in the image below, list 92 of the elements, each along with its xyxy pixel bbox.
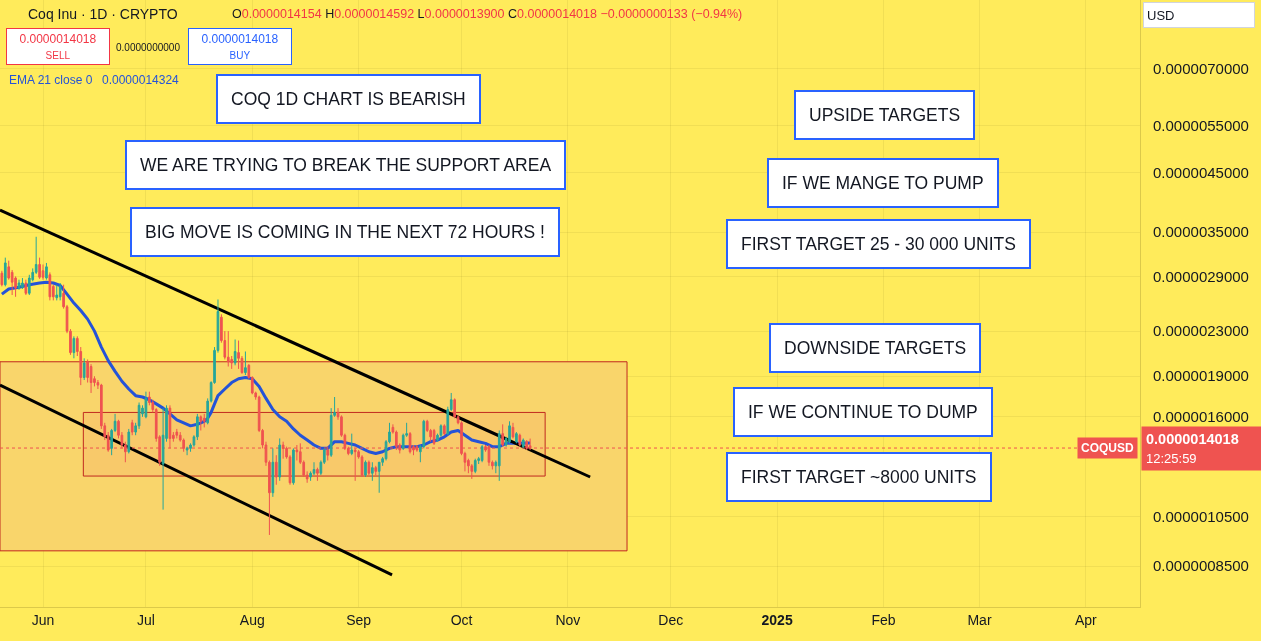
candlestick [501, 423, 505, 448]
annotation: 0.0000014018 SELL [19, 32, 97, 61]
x-tick-label: Oct [450, 611, 473, 628]
y-tick-label: 0.0000019000 [1153, 367, 1249, 385]
candlestick [278, 437, 282, 482]
candlestick [226, 330, 230, 368]
candlestick [370, 461, 374, 482]
candlestick [316, 467, 319, 482]
candlestick [367, 459, 371, 476]
y-tick-label: 0.0000023000 [1153, 322, 1249, 340]
x-tick-label: Sep [346, 611, 372, 628]
chart-title: Coq Inu · 1D · CRYPTO [28, 5, 178, 22]
candlestick [374, 465, 378, 476]
candlestick [415, 444, 419, 453]
candlestick [3, 257, 7, 287]
y-tick-label: 0.0000010500 [1153, 507, 1249, 525]
candlestick [58, 282, 62, 301]
annotation: 0.0000014324 [102, 73, 180, 87]
annotation: FIRST TARGET 25 - 30 000 UNITS [741, 234, 1016, 254]
candlestick [17, 279, 21, 291]
x-tick-label: Nov [555, 611, 581, 628]
annotation: WE ARE TRYING TO BREAK THE SUPPORT AREA [140, 155, 552, 175]
candlestick [377, 461, 381, 494]
candlestick [0, 270, 4, 287]
candlestick [470, 463, 474, 480]
candlestick [443, 423, 446, 436]
candlestick [72, 335, 76, 359]
x-tick-label: Feb [871, 611, 896, 628]
candlestick [144, 391, 148, 419]
candlestick [89, 363, 93, 394]
candlestick [24, 279, 28, 296]
candlestick [350, 433, 354, 456]
annotation: COQ 1D CHART IS BEARISH [231, 89, 466, 109]
candlestick [274, 454, 278, 486]
annotation: FIRST TARGET ~8000 UNITS [741, 467, 977, 487]
candlestick [45, 262, 48, 281]
candlestick [175, 428, 179, 439]
candlestick [432, 428, 436, 446]
text: 0.0000014018 12:25:59 [1146, 431, 1239, 466]
candlestick [161, 407, 165, 511]
annotation: IF WE MANGE TO PUMP [782, 173, 984, 193]
candlestick [281, 441, 285, 460]
candlestick [473, 458, 477, 474]
candlestick [292, 447, 295, 486]
candlestick [480, 444, 484, 463]
y-tick-label: 0.0000029000 [1153, 267, 1249, 285]
candlestick [130, 419, 134, 436]
candlestick [487, 444, 491, 467]
y-tick-label: 0.0000008500 [1153, 557, 1249, 575]
annotation: 0.0000014018 BUY [201, 32, 279, 61]
y-tick-label: 0.0000016000 [1153, 408, 1249, 426]
x-tick-label: Jun [31, 611, 55, 628]
candlestick [360, 454, 364, 478]
x-tick-label: Apr [1074, 611, 1098, 628]
annotation: DOWNSIDE TARGETS [784, 338, 967, 358]
text: USD [1147, 7, 1175, 23]
candlestick [439, 423, 443, 438]
candlestick [185, 446, 189, 456]
candlestick [515, 431, 518, 444]
candlestick [271, 447, 275, 498]
text: O0.0000014154 H0.0000014592 L0.0000013900 C0.0000014018 −0.0000000133 (−0.94%) [232, 7, 743, 21]
x-tick-label: Dec [658, 611, 684, 628]
candlestick [202, 413, 206, 428]
candlestick [511, 422, 515, 439]
ref-line-label: COQUSD [1081, 441, 1134, 455]
y-tick-label: 0.0000045000 [1153, 163, 1249, 181]
candlestick [127, 428, 131, 454]
y-tick-label: 0.0000035000 [1153, 223, 1249, 241]
annotation: UPSIDE TARGETS [809, 105, 961, 125]
candlestick [521, 437, 525, 449]
text: EMA 21 close 0 [9, 73, 93, 87]
candlestick [244, 350, 247, 376]
candlestick [38, 257, 41, 280]
candlestick [233, 338, 237, 366]
x-tick-label: Jul [136, 611, 155, 628]
candlestick [21, 277, 24, 290]
candlestick [497, 429, 501, 482]
candlestick [82, 357, 86, 381]
annotation: IF WE CONTINUE TO DUMP [748, 402, 978, 422]
y-tick-label: 0.0000055000 [1153, 116, 1249, 134]
candlestick [237, 340, 240, 370]
x-tick-label: 2025 [761, 611, 793, 628]
candlestick [508, 420, 511, 444]
candlestick [48, 271, 52, 301]
annotation: BIG MOVE IS COMING IN THE NEXT 72 HOURS ! [145, 222, 545, 242]
candlestick [55, 284, 59, 301]
y-tick-label: 0.0000070000 [1153, 59, 1249, 77]
x-tick-label: Mar [967, 611, 992, 628]
annotation: 0.0000000000 [116, 42, 181, 53]
x-tick-label: Aug [239, 611, 265, 628]
candlestick [364, 459, 367, 478]
candlestick [199, 414, 203, 431]
